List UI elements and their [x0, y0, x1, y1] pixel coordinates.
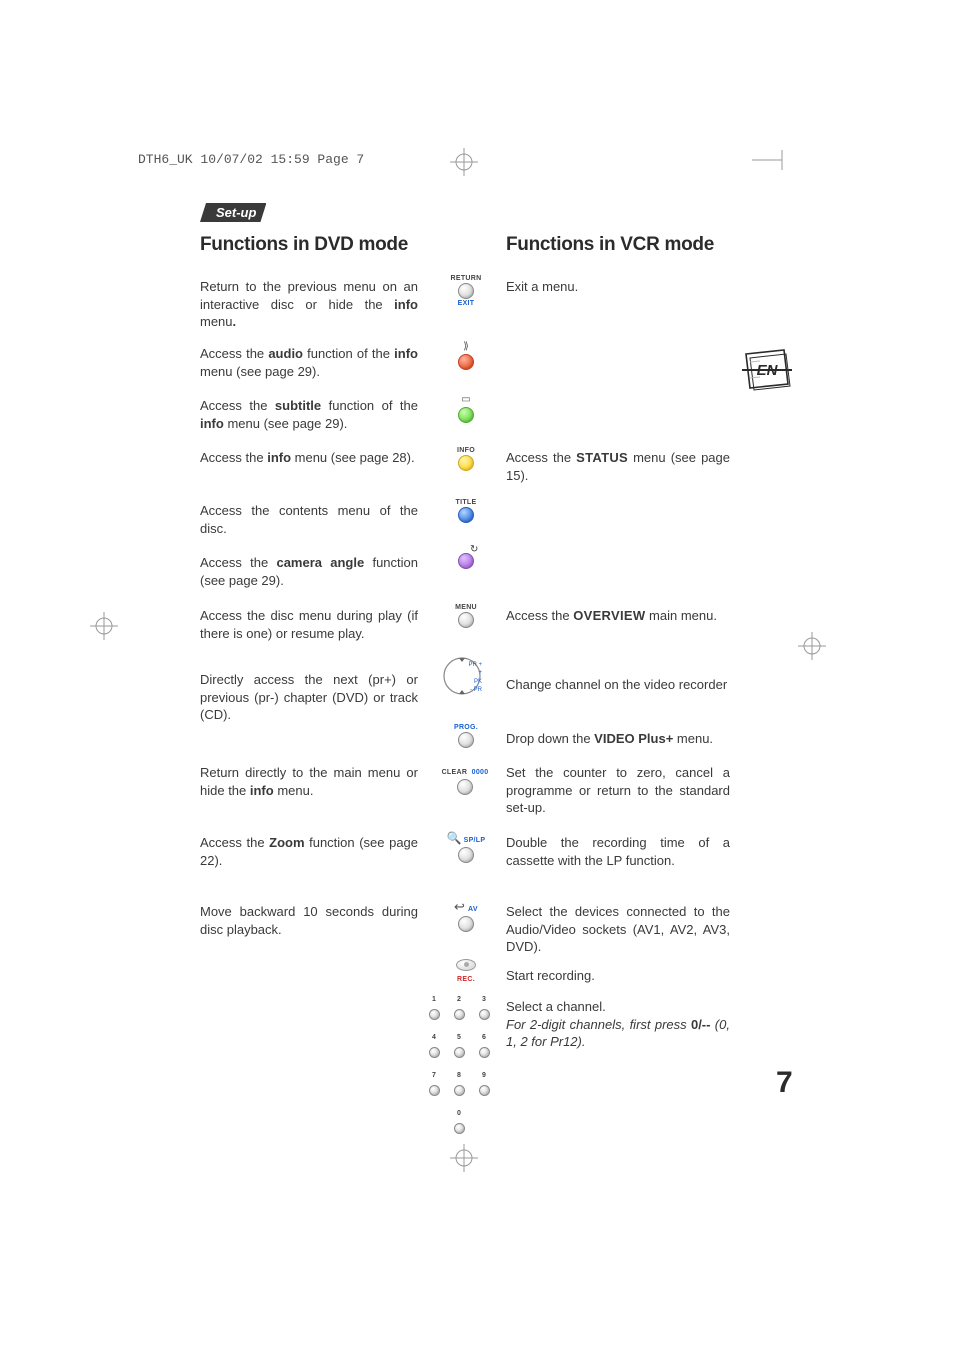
- circle-button-icon: [458, 847, 474, 863]
- prog-button-icon: PROG.: [440, 724, 492, 749]
- vcr-exit-desc: Exit a menu.: [506, 278, 730, 296]
- dvd-clear-desc: Return directly to the main menu or hide…: [200, 764, 418, 799]
- clear-button-icon: CLEAR 0000: [430, 762, 500, 796]
- dvd-subtitle-desc: Access the subtitle function of the info…: [200, 397, 418, 432]
- svg-text:EN: EN: [757, 362, 779, 379]
- purple-button-icon: [458, 553, 474, 569]
- yellow-button-icon: [458, 455, 474, 471]
- svg-text:- PR: - PR: [470, 687, 483, 693]
- language-badge: EN: [742, 348, 792, 397]
- svg-text:PK: PK: [474, 679, 482, 685]
- dvd-return-desc: Return to the previous menu on an intera…: [200, 278, 418, 331]
- section-tab: Set-up: [200, 203, 266, 222]
- circle-button-icon: [458, 612, 474, 628]
- camera-angle-glyph-icon: ↻: [470, 544, 478, 555]
- dvd-info-desc: Access the info menu (see page 28).: [200, 449, 418, 467]
- circle-button-icon: [458, 283, 474, 299]
- circle-button-icon: [457, 779, 473, 795]
- vcr-counter-desc: Set the counter to zero, cancel a progra…: [506, 764, 730, 817]
- heading-dvd-mode: Functions in DVD mode: [200, 234, 408, 256]
- vcr-splp-desc: Double the recording time of a cassette …: [506, 834, 730, 869]
- vcr-channel-desc: Change channel on the video recorder: [506, 676, 730, 694]
- svg-text:PR +: PR +: [468, 662, 482, 668]
- replay-arrow-icon: ↪: [454, 900, 465, 913]
- prpk-wheel-icon: PR + + PK - PR: [442, 654, 486, 703]
- zoom-button-icon: 🔍SP/LP: [440, 830, 492, 864]
- dvd-menu-desc: Access the disc menu during play (if the…: [200, 607, 418, 642]
- heading-vcr-mode: Functions in VCR mode: [506, 234, 714, 256]
- vcr-av-desc: Select the devices connected to the Audi…: [506, 903, 730, 956]
- info-button-icon: INFO: [440, 447, 492, 472]
- magnifier-icon: 🔍: [447, 831, 462, 845]
- circle-button-icon: [458, 732, 474, 748]
- circle-button-icon: [458, 916, 474, 932]
- registration-mark-top: [450, 148, 478, 176]
- page-number: 7: [776, 1066, 793, 1100]
- audio-button-icon: ⟫: [440, 342, 492, 371]
- subtitle-button-icon: ▭: [440, 395, 492, 424]
- svg-text:+: +: [478, 670, 482, 676]
- menu-button-icon: MENU: [440, 604, 492, 629]
- print-slug: DTH6_UK 10/07/02 15:59 Page 7: [138, 152, 364, 167]
- angle-button-icon: ↻: [440, 552, 492, 570]
- registration-mark-left: [90, 612, 118, 640]
- dvd-back10-desc: Move backward 10 seconds during disc pla…: [200, 903, 418, 938]
- subtitle-box-icon: ▭: [440, 395, 492, 405]
- vcr-keypad-desc: Select a channel. For 2-digit channels, …: [506, 998, 730, 1051]
- dvd-audio-desc: Access the audio function of the info me…: [200, 345, 418, 380]
- vcr-videoplus-desc: Drop down the VIDEO Plus+ menu.: [506, 730, 730, 748]
- registration-mark-bottom: [450, 1144, 478, 1172]
- dvd-prpk-desc: Directly access the next (pr+) or previo…: [200, 671, 418, 724]
- sound-waves-icon: ⟫: [440, 342, 492, 352]
- dvd-zoom-desc: Access the Zoom function (see page 22).: [200, 834, 418, 869]
- vcr-rec-desc: Start recording.: [506, 967, 730, 985]
- oval-rec-icon: [456, 959, 476, 971]
- registration-tick-top-right: [752, 150, 792, 170]
- title-button-icon: TITLE: [440, 499, 492, 524]
- registration-mark-right: [798, 632, 826, 660]
- rec-button-icon: REC.: [440, 958, 492, 983]
- replay-button-icon: ↪AV: [440, 899, 492, 933]
- dvd-angle-desc: Access the camera angle function (see pa…: [200, 554, 418, 589]
- vcr-status-desc: Access the STATUS menu (see page 15).: [506, 449, 730, 484]
- dvd-title-desc: Access the contents menu of the disc.: [200, 502, 418, 537]
- return-button-icon: RETURN EXIT: [440, 275, 492, 307]
- vcr-overview-desc: Access the OVERVIEW main menu.: [506, 607, 730, 625]
- red-button-icon: [458, 354, 474, 370]
- blue-button-icon: [458, 507, 474, 523]
- numeric-keypad-icon: 1 2 3 4 5 6 7 8 9 0: [424, 988, 494, 1138]
- green-button-icon: [458, 407, 474, 423]
